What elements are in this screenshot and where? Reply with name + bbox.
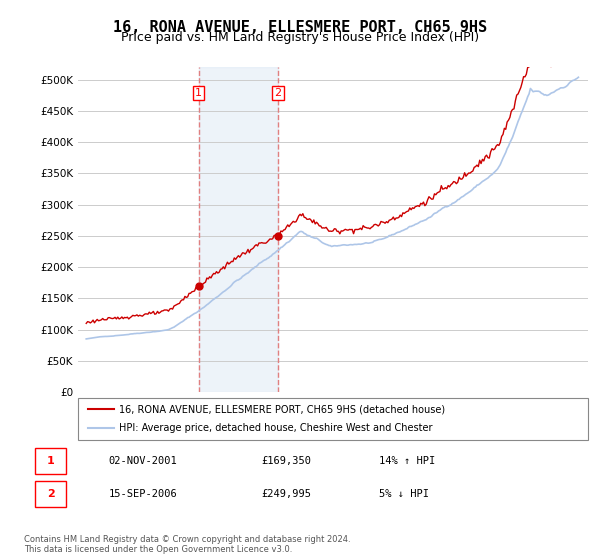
Text: 5% ↓ HPI: 5% ↓ HPI — [379, 489, 430, 499]
Text: £249,995: £249,995 — [261, 489, 311, 499]
Text: 14% ↑ HPI: 14% ↑ HPI — [379, 456, 436, 466]
Text: 16, RONA AVENUE, ELLESMERE PORT, CH65 9HS: 16, RONA AVENUE, ELLESMERE PORT, CH65 9H… — [113, 20, 487, 35]
Text: 1: 1 — [195, 88, 202, 98]
Text: HPI: Average price, detached house, Cheshire West and Chester: HPI: Average price, detached house, Ches… — [119, 423, 432, 433]
FancyBboxPatch shape — [35, 481, 66, 507]
Bar — [199, 67, 278, 392]
Text: 2: 2 — [275, 88, 282, 98]
Text: 1: 1 — [47, 456, 55, 466]
Text: 02-NOV-2001: 02-NOV-2001 — [109, 456, 178, 466]
Text: Contains HM Land Registry data © Crown copyright and database right 2024.
This d: Contains HM Land Registry data © Crown c… — [24, 535, 350, 554]
Text: 15-SEP-2006: 15-SEP-2006 — [109, 489, 178, 499]
Text: £169,350: £169,350 — [261, 456, 311, 466]
Text: 2: 2 — [47, 489, 55, 499]
FancyBboxPatch shape — [78, 398, 588, 440]
Text: Price paid vs. HM Land Registry's House Price Index (HPI): Price paid vs. HM Land Registry's House … — [121, 31, 479, 44]
FancyBboxPatch shape — [35, 448, 66, 474]
Text: 16, RONA AVENUE, ELLESMERE PORT, CH65 9HS (detached house): 16, RONA AVENUE, ELLESMERE PORT, CH65 9H… — [119, 404, 445, 414]
